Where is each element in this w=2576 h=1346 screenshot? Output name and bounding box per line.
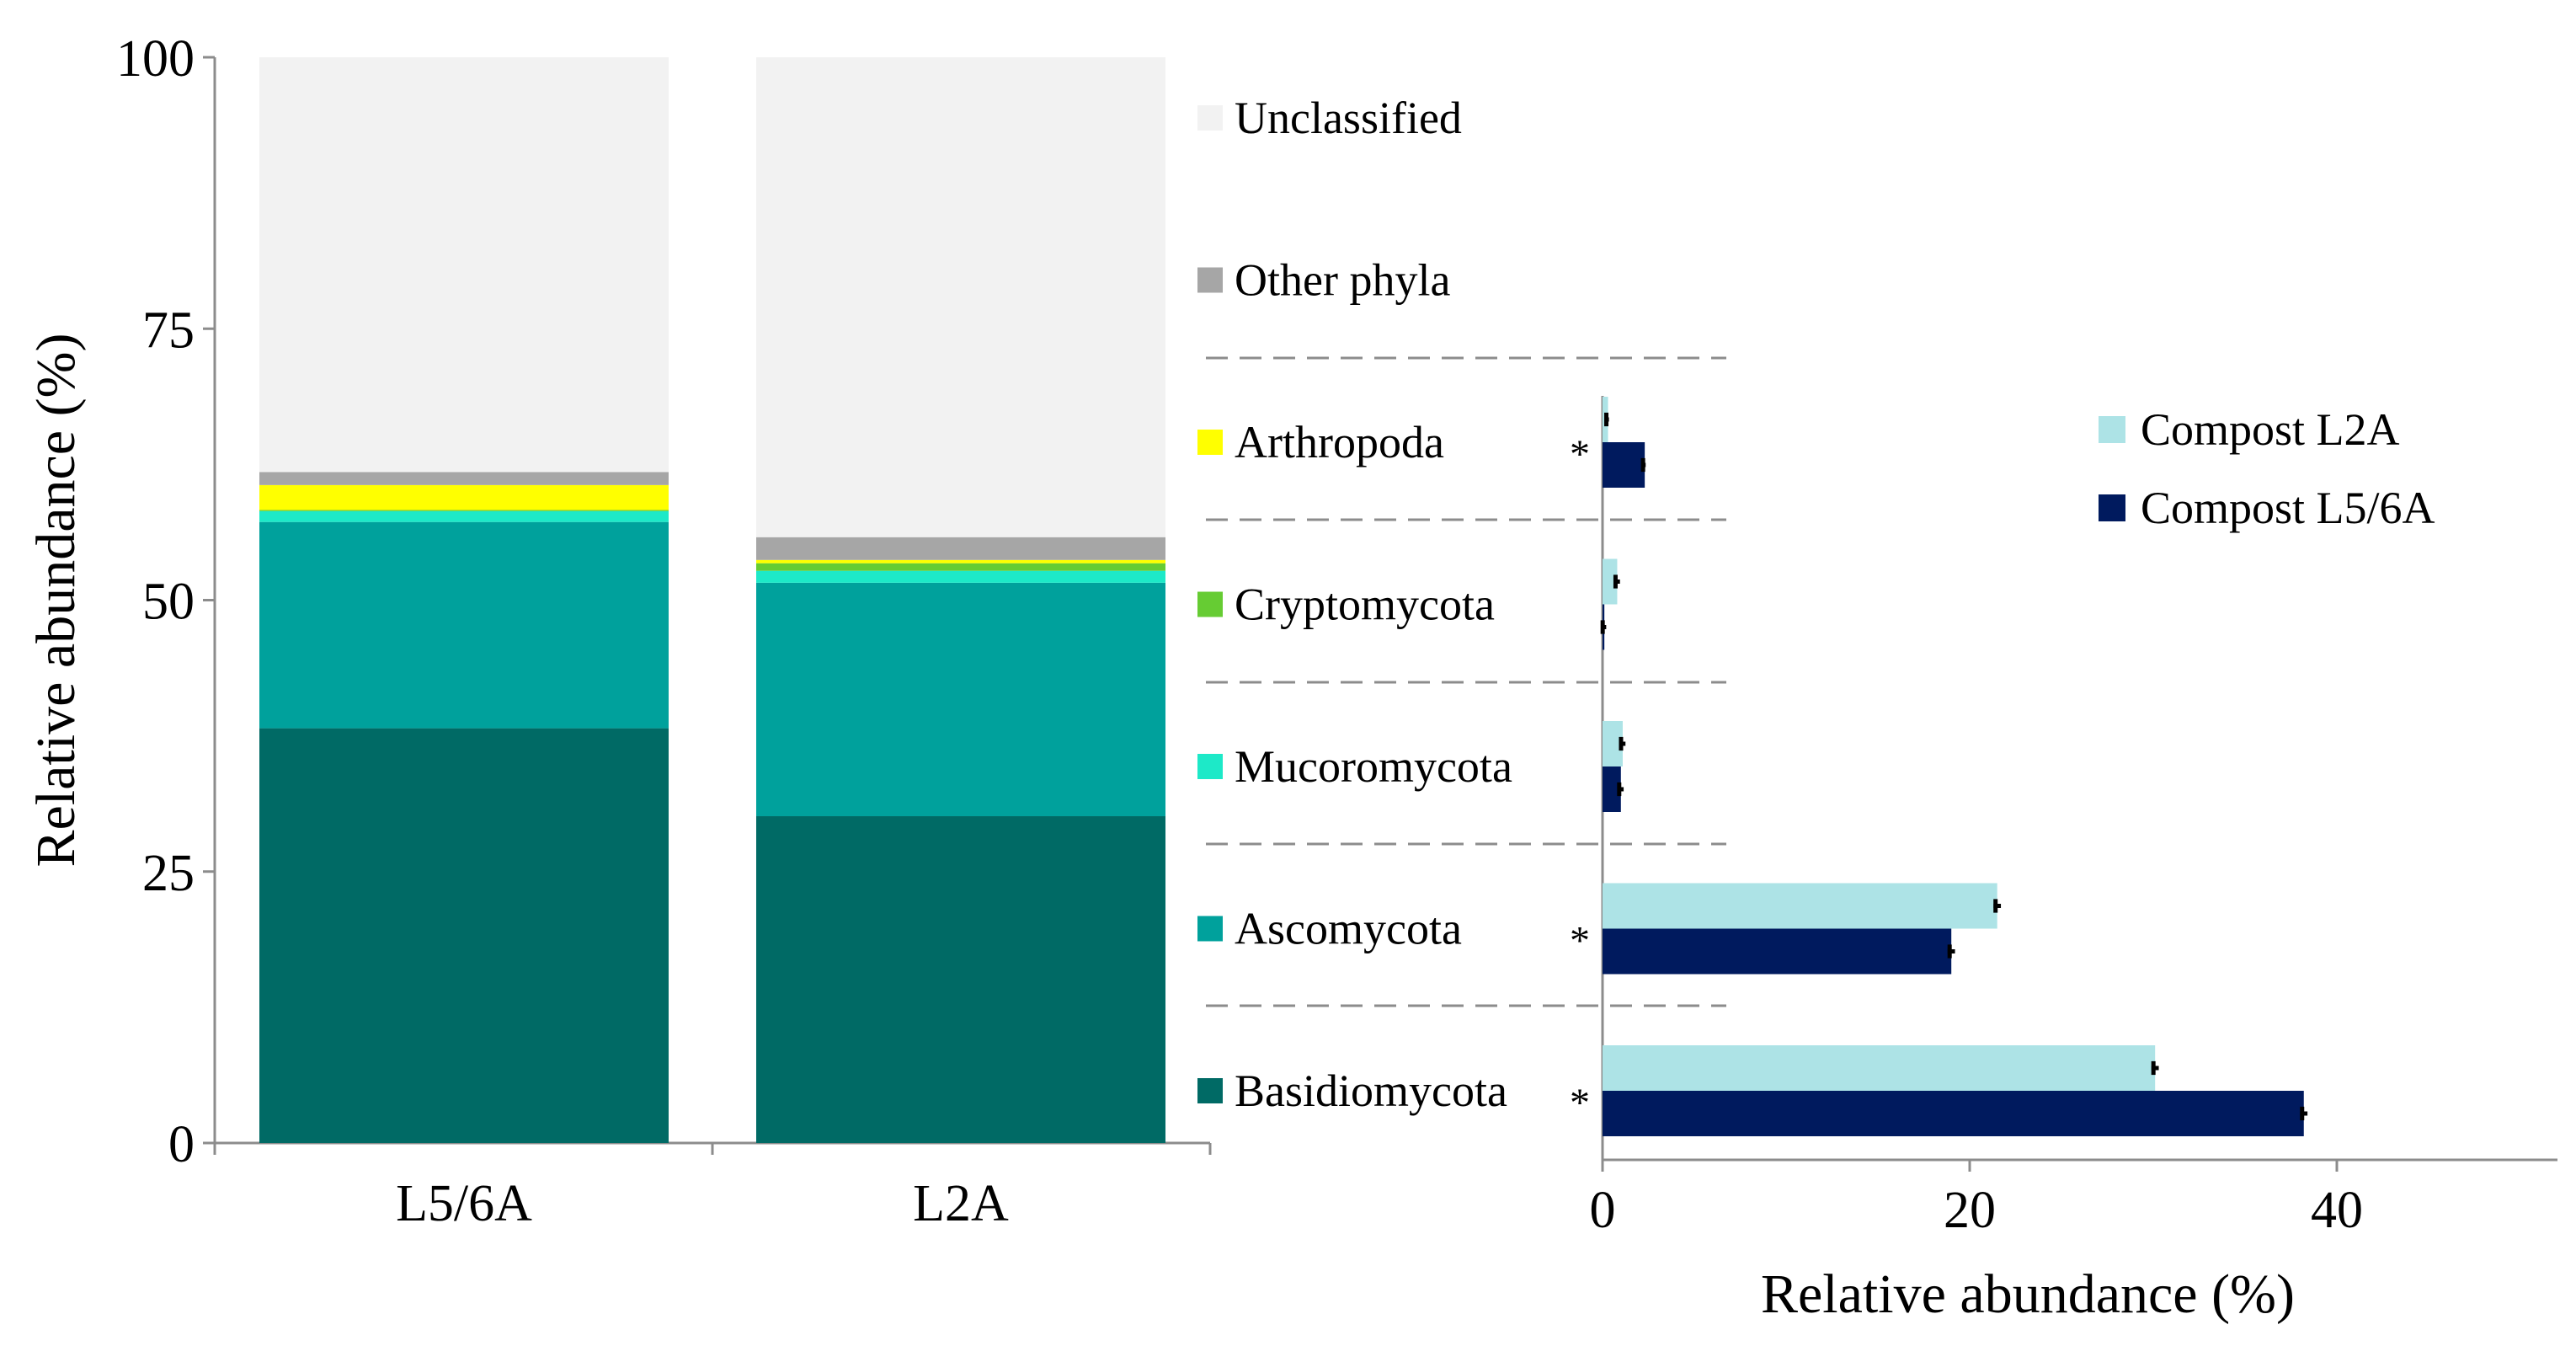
stack-segment-basidiomycota-l5-6a bbox=[259, 728, 669, 1143]
y-tick-label: 50 bbox=[142, 574, 195, 631]
legend-label-ascomycota: Ascomycota bbox=[1235, 904, 1462, 954]
stack-segment-ascomycota-l2a bbox=[756, 582, 1165, 817]
hbar-x-tick-label: 40 bbox=[2311, 1182, 2363, 1239]
legend-swatch-unclassified bbox=[1197, 105, 1223, 131]
hbar-chart-axes: 0 20 40 Relative abundance (%) bbox=[1206, 356, 2557, 1325]
series-legend: Compost L2A Compost L5/6A bbox=[2099, 404, 2435, 533]
significance-mark-arthropoda: * bbox=[1570, 432, 1590, 477]
x-tick-label-l5-6a: L5/6A bbox=[396, 1175, 532, 1232]
significance-mark-ascomycota: * bbox=[1570, 919, 1590, 964]
legend-label-basidiomycota: Basidiomycota bbox=[1235, 1066, 1507, 1116]
hbar-compost-l2a-basidiomycota bbox=[1603, 1045, 2156, 1091]
legend-swatch-ascomycota bbox=[1197, 916, 1223, 942]
stack-segment-basidiomycota-l2a bbox=[756, 816, 1165, 1143]
stack-segment-ascomycota-l5-6a bbox=[259, 521, 669, 729]
legend-swatch-arthropoda bbox=[1197, 430, 1223, 455]
hbar-compost-l2a-ascomycota bbox=[1603, 883, 1997, 929]
legend-swatch-mucoromycota bbox=[1197, 754, 1223, 779]
x-tick-label-l2a: L2A bbox=[913, 1175, 1009, 1232]
y-tick-label: 100 bbox=[116, 30, 195, 88]
hbar-chart-bars: * * * bbox=[1570, 397, 2308, 1136]
legend-label-mucoromycota: Mucoromycota bbox=[1235, 741, 1512, 792]
stack-segment-other-phyla-l2a bbox=[756, 537, 1165, 560]
y-axis-title: Relative abundance (%) bbox=[25, 333, 87, 867]
series-legend-label-compost-l2a: Compost L2A bbox=[2141, 404, 2400, 455]
y-tick-label: 0 bbox=[168, 1116, 195, 1173]
hbar-x-tick-label: 0 bbox=[1590, 1182, 1616, 1239]
hbar-compost-l5-6a-basidiomycota bbox=[1603, 1091, 2304, 1136]
legend-swatch-cryptomycota bbox=[1197, 591, 1223, 617]
stack-segment-cryptomycota-l5-6a bbox=[259, 510, 669, 511]
y-tick-label: 75 bbox=[142, 302, 195, 359]
legend-label-cryptomycota: Cryptomycota bbox=[1235, 580, 1495, 630]
stack-segment-unclassified-l2a bbox=[756, 57, 1165, 537]
series-legend-label-compost-l5-6a: Compost L5/6A bbox=[2141, 483, 2435, 533]
significance-mark-basidiomycota: * bbox=[1570, 1081, 1590, 1125]
hbar-compost-l2a-mucoromycota bbox=[1603, 721, 1623, 766]
stacked-chart-axes: 0 25 50 75 100 Relative abundance (%) bbox=[25, 30, 1212, 1173]
stack-segment-cryptomycota-l2a bbox=[756, 563, 1165, 571]
legend-label-other-phyla: Other phyla bbox=[1235, 255, 1450, 306]
hbar-compost-l5-6a-mucoromycota bbox=[1603, 766, 1621, 812]
hbar-x-tick-label: 20 bbox=[1944, 1182, 1996, 1239]
y-tick-label: 25 bbox=[142, 845, 195, 902]
stack-segment-mucoromycota-l2a bbox=[756, 570, 1165, 583]
legend-label-unclassified: Unclassified bbox=[1235, 93, 1462, 143]
stack-segment-other-phyla-l5-6a bbox=[259, 472, 669, 485]
legend-swatch-other-phyla bbox=[1197, 267, 1223, 293]
hbar-compost-l5-6a-arthropoda bbox=[1603, 442, 1645, 488]
stack-segment-unclassified-l5-6a bbox=[259, 57, 669, 473]
stacked-chart-bars: L5/6A L2A bbox=[259, 57, 1165, 1232]
hbar-compost-l5-6a-ascomycota bbox=[1603, 928, 1952, 975]
stack-segment-arthropoda-l5-6a bbox=[259, 484, 669, 510]
series-legend-swatch-compost-l2a bbox=[2099, 416, 2125, 443]
legend-label-arthropoda: Arthropoda bbox=[1235, 417, 1444, 467]
phylum-legend: Unclassified Other phyla Arthropoda Cryptom… bbox=[1197, 93, 1512, 1116]
stack-segment-mucoromycota-l5-6a bbox=[259, 510, 669, 522]
legend-swatch-basidiomycota bbox=[1197, 1078, 1223, 1103]
series-legend-swatch-compost-l5-6a bbox=[2099, 494, 2125, 521]
hbar-compost-l2a-cryptomycota bbox=[1603, 558, 1618, 605]
hbar-x-axis-title: Relative abundance (%) bbox=[1761, 1263, 2295, 1325]
stack-segment-arthropoda-l2a bbox=[756, 559, 1165, 564]
